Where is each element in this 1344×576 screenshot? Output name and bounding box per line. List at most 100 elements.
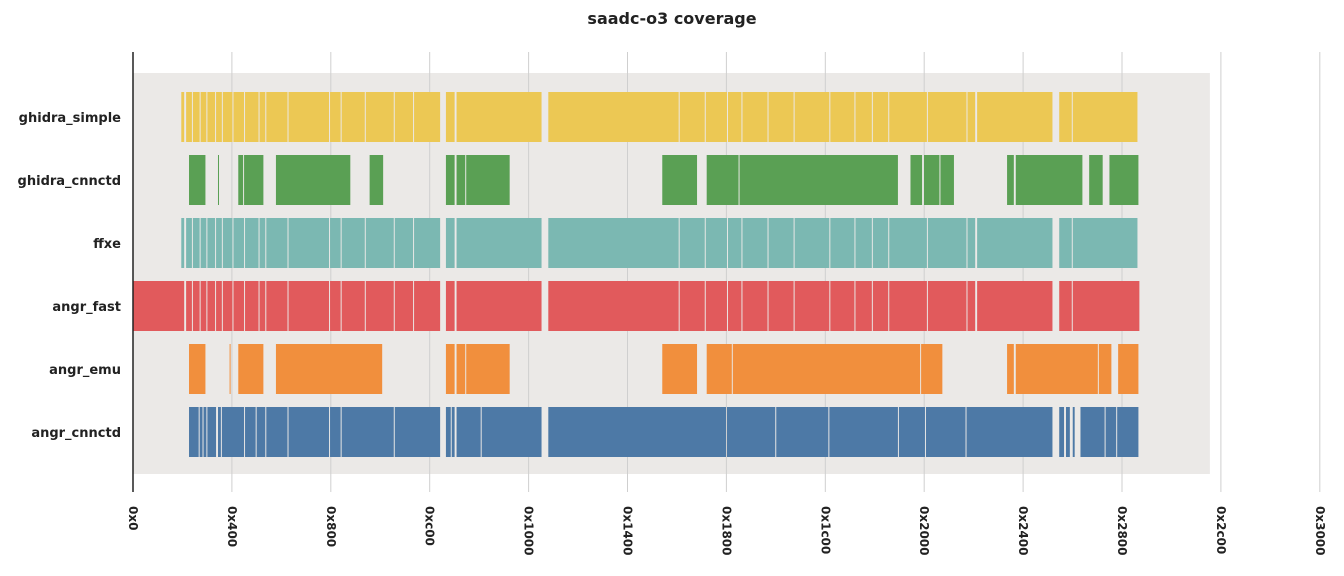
coverage-segment xyxy=(1007,344,1014,394)
coverage-segment xyxy=(855,92,872,142)
coverage-segment xyxy=(1072,281,1140,331)
coverage-segment xyxy=(705,218,727,268)
coverage-segment xyxy=(898,407,925,457)
coverage-segment xyxy=(221,407,245,457)
coverage-segment xyxy=(244,155,264,205)
coverage-segment xyxy=(481,407,542,457)
coverage-segment xyxy=(679,218,705,268)
coverage-segment xyxy=(186,281,192,331)
coverage-segment xyxy=(1117,407,1139,457)
coverage-segment xyxy=(1015,155,1083,205)
coverage-segment xyxy=(222,92,233,142)
coverage-segment xyxy=(940,155,954,205)
coverage-segment xyxy=(1059,281,1072,331)
coverage-segment xyxy=(706,155,739,205)
coverage-segment xyxy=(977,92,1053,142)
x-tick-label: 0x0 xyxy=(126,506,140,530)
coverage-segment xyxy=(679,281,705,331)
coverage-segment xyxy=(1007,155,1014,205)
coverage-segment xyxy=(451,407,455,457)
coverage-segment xyxy=(768,281,794,331)
series-ghidra_simple xyxy=(181,92,1138,142)
coverage-segment xyxy=(768,218,794,268)
coverage-segment xyxy=(275,344,383,394)
y-label-angr_fast: angr_fast xyxy=(52,300,121,315)
coverage-segment xyxy=(341,92,365,142)
coverage-segment xyxy=(1059,92,1072,142)
y-label-ghidra_simple: ghidra_simple xyxy=(19,111,122,126)
coverage-segment xyxy=(1098,344,1112,394)
coverage-segment xyxy=(889,281,927,331)
coverage-segment xyxy=(266,281,288,331)
coverage-segment xyxy=(341,281,365,331)
series-angr_fast xyxy=(133,281,1140,331)
coverage-segment xyxy=(967,218,976,268)
y-label-ghidra_cnnctd: ghidra_cnnctd xyxy=(18,174,121,189)
series-angr_emu xyxy=(189,344,1139,394)
coverage-segment xyxy=(192,281,200,331)
coverage-segment xyxy=(445,281,455,331)
coverage-segment xyxy=(727,218,742,268)
coverage-segment xyxy=(186,218,192,268)
coverage-segment xyxy=(1089,155,1103,205)
coverage-segment xyxy=(925,407,966,457)
coverage-segment xyxy=(830,92,855,142)
coverage-segment xyxy=(456,218,542,268)
coverage-segment xyxy=(200,281,207,331)
coverage-segment xyxy=(217,407,221,457)
coverage-segment xyxy=(229,344,231,394)
x-tick-label: 0x800 xyxy=(324,506,338,547)
coverage-segment xyxy=(245,407,256,457)
coverage-segment xyxy=(414,281,441,331)
coverage-segment xyxy=(365,92,394,142)
coverage-segment xyxy=(189,407,199,457)
x-axis-tick-labels: 0x0 0x400 0x800 0xc00 0x1000 0x1400 0x1800 0x1c… xyxy=(126,506,1327,556)
coverage-segment xyxy=(245,218,259,268)
coverage-segment xyxy=(233,281,245,331)
coverage-segment xyxy=(1015,344,1098,394)
coverage-segment xyxy=(830,218,855,268)
coverage-segment xyxy=(726,407,776,457)
coverage-segment xyxy=(207,92,216,142)
coverage-segment xyxy=(288,218,330,268)
coverage-segment xyxy=(977,281,1053,331)
coverage-segment xyxy=(207,407,217,457)
coverage-segment xyxy=(910,155,923,205)
coverage-segment xyxy=(927,281,967,331)
coverage-segment xyxy=(200,92,207,142)
coverage-segment xyxy=(192,92,200,142)
coverage-segment xyxy=(966,407,1053,457)
coverage-segment xyxy=(977,218,1053,268)
coverage-segment xyxy=(967,92,976,142)
coverage-segment xyxy=(829,407,898,457)
coverage-segment xyxy=(927,92,967,142)
x-tick-label: 0x2c00 xyxy=(1214,506,1228,554)
coverage-segment xyxy=(739,155,898,205)
coverage-segment xyxy=(924,155,940,205)
coverage-segment xyxy=(216,218,222,268)
coverage-segment xyxy=(207,281,216,331)
coverage-segment xyxy=(181,92,185,142)
x-tick-label: 0xc00 xyxy=(423,506,437,546)
coverage-segment xyxy=(662,155,698,205)
coverage-segment xyxy=(414,218,441,268)
series-ghidra_cnnctd xyxy=(189,155,1139,205)
coverage-segment xyxy=(1080,407,1105,457)
coverage-segment xyxy=(445,155,455,205)
coverage-segment xyxy=(259,92,266,142)
coverage-segment xyxy=(732,344,921,394)
coverage-segment xyxy=(889,92,927,142)
coverage-segment xyxy=(921,344,943,394)
coverage-segment xyxy=(192,218,200,268)
coverage-segment xyxy=(216,92,222,142)
coverage-segment xyxy=(1118,344,1139,394)
coverage-segment xyxy=(365,218,394,268)
coverage-segment xyxy=(266,218,288,268)
coverage-segment xyxy=(706,344,732,394)
coverage-segment xyxy=(259,218,266,268)
coverage-segment xyxy=(341,218,365,268)
coverage-segment xyxy=(456,407,481,457)
x-tick-label: 0x1800 xyxy=(719,506,733,556)
coverage-segment xyxy=(330,281,341,331)
